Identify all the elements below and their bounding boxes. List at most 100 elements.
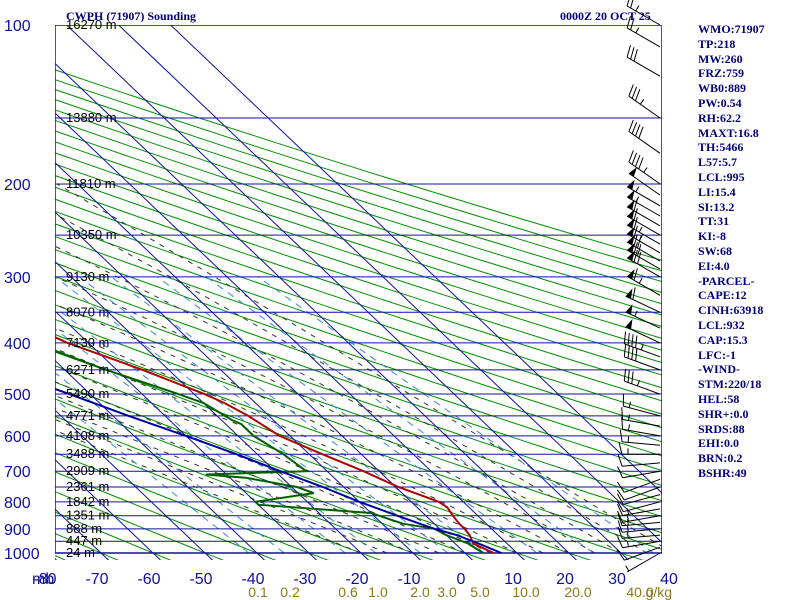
- dewpoint-trace: [55, 350, 484, 554]
- wind-barb-staff: [626, 224, 661, 245]
- wind-barb-flag: [621, 416, 624, 430]
- wind-barb: [626, 208, 661, 236]
- wind-barb-flag: [631, 334, 634, 347]
- wind-barb-staff: [624, 478, 661, 493]
- index-line: EHI:0.0: [698, 436, 740, 451]
- dry-adiabat: [55, 99, 662, 294]
- wind-barbs: [616, 0, 661, 573]
- wind-barb-flag: [621, 407, 624, 420]
- isotherm: [55, 458, 162, 560]
- dry-adiabat: [55, 163, 662, 364]
- wind-barb-staff: [622, 528, 661, 533]
- wind-barb: [617, 454, 661, 467]
- stability-indices-panel: WMO:71907 TP:218 MW:260 FRZ:759 WB0:889 PW:0.…: [698, 22, 798, 481]
- wind-barb: [617, 526, 661, 539]
- mixing-ratio-line: [55, 328, 346, 554]
- index-line: -PARCEL-: [698, 273, 755, 288]
- wind-barb-half: [639, 99, 645, 105]
- wind-barb-flag: [633, 268, 638, 281]
- index-line: SHR+:0.0: [698, 406, 749, 421]
- height-label: 13880 m: [66, 110, 117, 125]
- temperature-tick-label: -80: [33, 571, 56, 588]
- wind-barb-flag: [617, 520, 623, 533]
- wind-barb: [619, 429, 661, 446]
- wind-barb-half: [627, 531, 629, 538]
- wind-barb-staff: [626, 215, 661, 236]
- wind-barb-flag: [616, 489, 625, 501]
- wind-barb-staff: [626, 196, 661, 217]
- temperature-tick-label: 20: [556, 571, 574, 588]
- wind-barb-half: [635, 5, 640, 12]
- moist-adiabat: [55, 418, 388, 554]
- wind-barb-staff: [622, 428, 661, 437]
- index-line: CAPE:12: [698, 288, 747, 303]
- height-label: 8070 m: [66, 304, 109, 319]
- chart-title: CWPH (71907) Sounding: [66, 9, 196, 23]
- wind-barb-half: [626, 540, 629, 547]
- wind-barb-flag: [637, 251, 642, 265]
- wind-barb: [626, 15, 661, 48]
- height-label: 1351 m: [66, 508, 109, 523]
- dry-adiabat: [55, 262, 662, 472]
- dry-adiabat: [55, 249, 662, 457]
- isotherm: [65, 25, 630, 560]
- wind-barb: [617, 510, 661, 523]
- index-line: BRN:0.2: [698, 451, 743, 466]
- wind-barb-pennant: [627, 226, 635, 237]
- mixing-ratio-label: 10.0: [512, 584, 539, 600]
- wind-barb-flag: [626, 15, 631, 29]
- wind-barb-flag: [631, 152, 638, 165]
- mixing-ratio-line: [110, 276, 485, 554]
- wind-barb-half: [628, 414, 630, 421]
- wind-barb-flag: [616, 481, 625, 493]
- chart-date: 0000Z 20 OCT 25: [560, 9, 651, 23]
- temperature-tick-label: -60: [137, 571, 160, 588]
- index-line: BSHR:49: [698, 465, 747, 480]
- wind-barb-flag: [637, 244, 642, 257]
- height-label: 6271 m: [66, 362, 109, 377]
- wind-barb-half: [628, 424, 630, 431]
- wind-barb-staff: [622, 419, 661, 427]
- wind-barb-staff: [624, 343, 661, 358]
- wind-barb-staff: [622, 508, 661, 516]
- index-line: MW:260: [698, 51, 743, 66]
- wind-barb-half: [634, 310, 638, 317]
- wind-barb-flag: [638, 126, 644, 139]
- dry-adiabat: [55, 223, 662, 429]
- temperature-tick-label: -10: [397, 571, 420, 588]
- pressure-label: 700: [4, 464, 31, 481]
- wind-barb-staff: [625, 326, 661, 344]
- dry-adiabat: [55, 69, 662, 261]
- wind-barb-flag: [616, 500, 624, 512]
- wind-barb-flag: [633, 217, 638, 230]
- index-line: HEL:58: [698, 391, 740, 406]
- wind-barb: [625, 552, 661, 573]
- height-label: 4771 m: [66, 408, 109, 423]
- wind-barb: [617, 513, 661, 527]
- wind-barb-staff: [626, 56, 661, 77]
- wind-barb-half: [628, 401, 632, 408]
- chart-grid: [55, 25, 662, 560]
- wind-barb-flag: [628, 84, 634, 97]
- temperature-tick-label: -40: [241, 571, 264, 588]
- wind-barb: [617, 466, 661, 479]
- moist-adiabat: [55, 245, 622, 554]
- wind-barb-half: [636, 380, 640, 386]
- temperature-tick-label: 30: [608, 571, 626, 588]
- height-label: 2909 m: [66, 463, 109, 478]
- wind-barb: [616, 546, 661, 561]
- mixing-ratio-label: 20.0: [564, 584, 591, 600]
- wind-barb: [621, 407, 661, 427]
- wind-barb-flag: [617, 510, 624, 523]
- wind-barb-staff: [626, 206, 661, 227]
- pressure-label: 100: [4, 18, 31, 35]
- height-label: 24 m: [66, 545, 95, 560]
- wind-barb-flag: [633, 234, 638, 247]
- wind-barb-flag: [617, 503, 624, 516]
- wind-barb: [617, 536, 661, 549]
- mixing-ratio-label: 0.1: [248, 584, 268, 600]
- wind-barb-flag: [617, 454, 623, 467]
- wind-barb-flag: [630, 47, 635, 60]
